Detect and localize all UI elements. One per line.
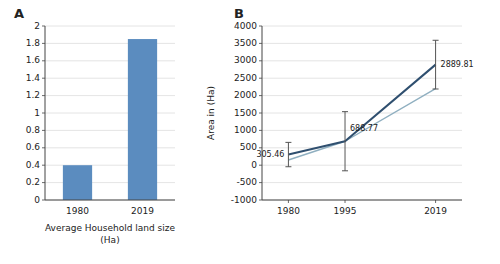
y-tick-label: 500 — [240, 142, 257, 152]
y-tick-label: 0.6 — [26, 142, 41, 152]
data-label: 688.77 — [350, 124, 378, 133]
y-tick-label: 4000 — [234, 21, 257, 31]
grid-line — [262, 182, 462, 183]
y-tick-label: 3500 — [234, 38, 257, 48]
y-tick-label: 2 — [34, 21, 40, 31]
panel-b: -1000 -500 0 500 1000 1500 2000 2500 3000 3500 400… — [206, 6, 474, 216]
grid-line — [262, 200, 462, 201]
panel-a: 0 0.2 0.4 0.6 0.8 1 1.2 1.4 1.6 1.8 2 1980 2019 Avera… — [14, 6, 175, 245]
panel-title: B — [234, 6, 244, 21]
x-tick-label: 2019 — [424, 206, 447, 216]
y-tick-label: 1.2 — [26, 90, 40, 100]
bars — [63, 39, 157, 200]
grid-line — [45, 26, 175, 27]
x-axis-line — [45, 200, 175, 201]
chart-root: 0 0.2 0.4 0.6 0.8 1 1.2 1.4 1.6 1.8 2 1980 2019 Avera… — [0, 0, 500, 264]
bar — [128, 39, 157, 200]
y-tick-label: 2000 — [234, 90, 257, 100]
y-tick-label: 1500 — [234, 108, 257, 118]
grid-line — [262, 165, 462, 166]
grid-line — [262, 26, 462, 27]
grid-line — [45, 200, 175, 201]
bar — [63, 165, 92, 200]
y-axis-line — [45, 26, 46, 200]
x-axis-label-line: (Ha) — [100, 235, 119, 245]
error-bar — [342, 112, 348, 171]
y-axis-label: Area in (Ha) — [206, 86, 216, 140]
y-tick-label: 0.2 — [26, 177, 40, 187]
y-tick-label: 0 — [34, 195, 40, 205]
panel-title: A — [14, 6, 24, 21]
grid-line — [262, 95, 462, 96]
grid-line — [262, 43, 462, 44]
y-tick-label: 1000 — [234, 125, 257, 135]
y-tick-label: 0 — [251, 160, 257, 170]
error-bar-stem — [288, 142, 289, 166]
error-bar-cap — [433, 88, 439, 89]
grid-line — [262, 60, 462, 61]
error-bar-cap — [342, 170, 348, 171]
line-marks — [285, 40, 438, 171]
x-tick — [345, 200, 346, 203]
x-tick — [435, 200, 436, 203]
error-bar-cap — [342, 111, 348, 112]
error-bar-stem — [345, 112, 346, 171]
data-label: 2889.81 — [441, 60, 474, 69]
x-axis-label-line: Average Household land size — [45, 223, 176, 233]
error-bar-cap — [285, 166, 291, 167]
y-tick-label: 1.4 — [26, 73, 41, 83]
x-tick-label: 2019 — [131, 206, 154, 216]
error-bar — [285, 142, 291, 166]
x-axis-label: Average Household land size (Ha) — [45, 223, 176, 245]
x-tick — [288, 200, 289, 203]
y-tick-label: -1000 — [231, 195, 257, 205]
y-tick-label: 0.8 — [26, 125, 41, 135]
x-tick-label: 1980 — [277, 206, 300, 216]
y-tick-label: -500 — [237, 177, 258, 187]
data-label: 305.46 — [256, 150, 284, 159]
y-tick-label: 1.6 — [26, 55, 41, 65]
error-bar-cap — [285, 142, 291, 143]
y-tick-label: 1.8 — [26, 38, 41, 48]
x-axis-line — [262, 200, 462, 201]
grid-line — [262, 113, 462, 114]
y-tick-label: 0.4 — [26, 160, 41, 170]
y-tick-label: 1 — [34, 108, 40, 118]
grid-line — [262, 147, 462, 148]
error-bar-stem — [435, 40, 436, 89]
y-axis-line — [262, 26, 263, 200]
error-bar-cap — [433, 40, 439, 41]
y-tick-label: 2500 — [234, 73, 257, 83]
x-tick-label: 1980 — [66, 206, 89, 216]
grid-line — [262, 78, 462, 79]
error-bar — [433, 40, 439, 89]
y-tick-label: 3000 — [234, 55, 257, 65]
x-tick-label: 1995 — [334, 206, 357, 216]
line — [288, 65, 435, 155]
